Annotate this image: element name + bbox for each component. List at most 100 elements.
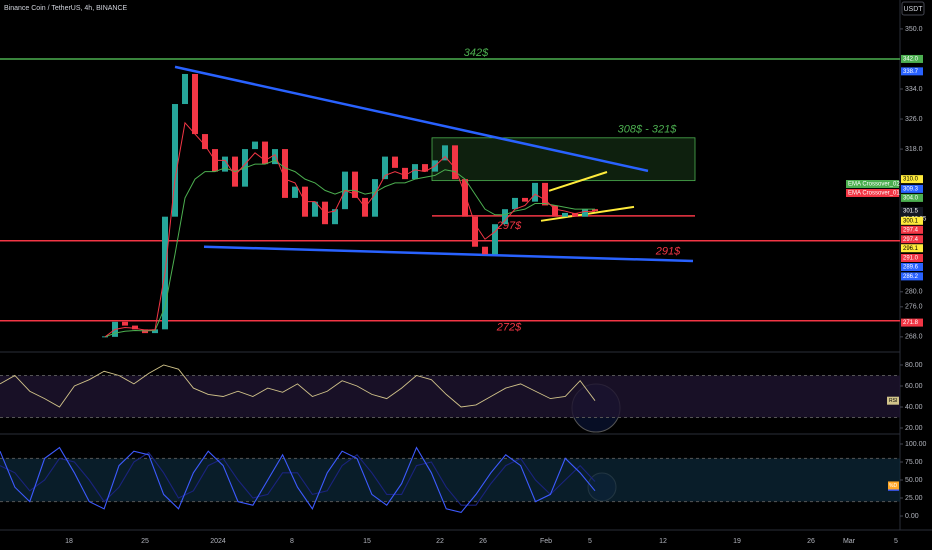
y-tick-label: 60.00	[905, 383, 923, 390]
legend-label: EMA Crossover_01	[848, 191, 900, 197]
rsi-band	[0, 375, 900, 418]
candle	[132, 325, 138, 330]
candle	[462, 179, 468, 217]
y-tick-label: 268.0	[905, 334, 923, 341]
y-tick-label: 20.00	[905, 425, 923, 432]
price-badge	[901, 263, 923, 272]
trendline	[174, 65, 649, 173]
rsi-name: RSI	[889, 398, 897, 404]
rsi-badge	[887, 396, 899, 405]
y-tick-label: 326.0	[905, 116, 923, 123]
price-badge-label: 310.0	[903, 177, 919, 183]
candle	[502, 209, 508, 225]
candle	[412, 164, 418, 180]
price-badge	[901, 235, 923, 244]
x-tick-label: 12	[659, 538, 667, 545]
y-tick-label: 40.00	[905, 404, 923, 411]
candle	[402, 167, 408, 180]
candle	[492, 224, 498, 255]
y-tick-label: 350.0	[905, 26, 923, 33]
price-badge	[901, 253, 923, 262]
candle	[122, 321, 128, 326]
candle	[262, 141, 268, 165]
x-tick-label: 26	[479, 538, 487, 545]
candle	[352, 171, 358, 198]
candle	[522, 197, 528, 202]
price-badge-label: 304.0	[903, 195, 919, 201]
candle	[582, 209, 588, 217]
price-badge-label: 297.4	[903, 237, 919, 243]
x-tick-label: Mar	[843, 538, 856, 545]
price-badge	[901, 54, 923, 63]
price-badge	[901, 216, 923, 225]
y-tick-label: 0.00	[905, 513, 919, 520]
currency-button-text[interactable]: USDT	[903, 6, 923, 13]
price-badge-label: 291.0	[903, 256, 919, 262]
candle	[572, 212, 578, 217]
ema-line	[104, 121, 595, 338]
candle	[222, 156, 228, 172]
price-badge-label: 300.1	[903, 218, 919, 224]
price-badge-label: 296.1	[903, 246, 919, 252]
currency-button[interactable]	[901, 1, 925, 16]
price-badge-label: 271.8	[903, 320, 919, 326]
y-tick-label: 80.00	[905, 362, 923, 369]
stoch-line	[0, 451, 596, 506]
candle	[202, 134, 208, 150]
x-tick-label: 25	[141, 538, 149, 545]
candle	[372, 179, 378, 217]
y-tick-label: 276.0	[905, 304, 923, 311]
candle	[552, 205, 558, 217]
y-tick-label: 75.00	[905, 459, 923, 466]
candle	[422, 164, 428, 172]
candle	[152, 329, 158, 334]
candle	[292, 186, 298, 198]
x-tick-label: 2024	[210, 538, 226, 545]
candle	[332, 209, 338, 225]
candle	[172, 104, 178, 217]
x-tick-label: 15	[363, 538, 371, 545]
price-badge-label: 309.3	[903, 186, 919, 192]
candle	[392, 156, 398, 168]
candle	[382, 156, 388, 180]
zone-label: 308$ - 321$	[618, 124, 678, 136]
candle	[442, 145, 448, 161]
candle	[252, 141, 258, 150]
price-badge-label: 301.5	[903, 209, 919, 215]
level-label: 291$	[655, 246, 681, 258]
candle	[542, 182, 548, 206]
candle	[312, 201, 318, 217]
y-tick-label: 280.0	[905, 289, 923, 296]
legend-badge	[846, 189, 899, 197]
x-tick-label: 5	[894, 538, 898, 545]
chart-title: Binance Coin / TetherUS, 4h, BINANCE	[4, 5, 128, 12]
price-badge	[901, 225, 923, 234]
price-badge	[901, 193, 923, 202]
price-badge	[901, 67, 923, 76]
level-label: 272$	[496, 322, 522, 334]
candle	[182, 73, 188, 105]
target-zone	[431, 137, 696, 182]
x-tick-label: 22	[436, 538, 444, 545]
ema-line	[104, 159, 595, 338]
y-tick-label: 318.0	[905, 146, 923, 153]
stoch-name: %D	[889, 483, 897, 489]
candle	[532, 182, 538, 202]
candle	[562, 212, 568, 217]
y-tick-label: 50.00	[905, 477, 923, 484]
price-badge	[901, 184, 923, 193]
candle	[482, 246, 488, 255]
price-badge-label: 297.4	[903, 227, 919, 233]
candle	[512, 197, 518, 210]
x-tick-label: 5	[588, 538, 592, 545]
candle	[472, 216, 478, 247]
price-badge-label: 289.6	[903, 265, 919, 271]
stoch-line	[0, 446, 596, 514]
legend-label: EMA Crossover_02	[848, 182, 900, 188]
candle	[192, 73, 198, 135]
y-tick-label: 25.00	[905, 495, 923, 502]
trendline	[203, 245, 694, 263]
price-badge	[901, 244, 923, 253]
trendline	[548, 171, 608, 192]
